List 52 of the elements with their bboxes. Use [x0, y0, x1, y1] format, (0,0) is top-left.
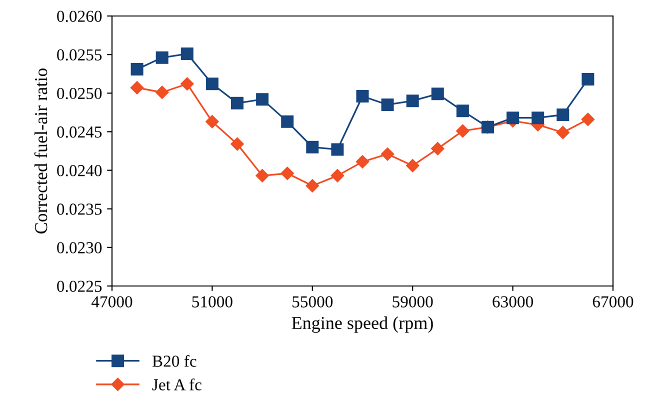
point — [180, 77, 194, 90]
point — [156, 86, 169, 99]
point — [206, 78, 218, 90]
y-tick-label: 0.0245 — [57, 126, 102, 138]
point — [230, 137, 244, 151]
x-tick-label: 63000 — [492, 296, 533, 308]
x-tick-label: 51000 — [192, 296, 232, 308]
x-tick-label: 59000 — [392, 296, 433, 308]
y-axis-title: Corrected fuel-air ratio — [34, 68, 48, 234]
x-tick-label: 55000 — [292, 296, 333, 308]
point — [456, 124, 470, 138]
point — [556, 108, 570, 121]
point — [306, 179, 319, 192]
point — [356, 90, 369, 102]
legend-label: B20 fc — [152, 354, 196, 367]
point — [306, 140, 319, 154]
point — [381, 98, 394, 111]
point — [581, 112, 595, 126]
point — [281, 115, 294, 128]
y-tick-label: 0.0250 — [57, 88, 102, 100]
point — [532, 112, 544, 124]
y-tick-label: 0.0235 — [57, 204, 102, 215]
y-tick-label: 0.0240 — [57, 164, 102, 176]
point — [380, 148, 394, 161]
point — [256, 169, 269, 182]
point — [431, 142, 444, 156]
x-tick-label: 67000 — [592, 296, 634, 308]
point — [231, 96, 244, 110]
legend-label: Jet A fc — [152, 378, 202, 390]
point — [406, 94, 419, 108]
point — [431, 88, 444, 100]
point — [406, 159, 420, 172]
point — [180, 48, 194, 60]
point — [456, 104, 469, 118]
point — [130, 81, 144, 94]
point — [156, 51, 168, 64]
y-tick-label: 0.0230 — [57, 242, 102, 254]
x-tick-label: 47000 — [91, 296, 132, 308]
x-axis-title: Engine speed (rpm) — [292, 316, 433, 333]
point — [256, 93, 269, 106]
point — [280, 166, 294, 180]
point — [556, 126, 570, 140]
point — [331, 143, 344, 156]
point — [206, 115, 219, 128]
point — [356, 155, 370, 168]
y-tick-label: 0.0255 — [57, 49, 102, 61]
y-tick-label: 0.0260 — [57, 10, 102, 22]
point — [330, 169, 344, 182]
point — [130, 62, 144, 76]
y-tick-label: 0.0225 — [57, 280, 102, 292]
point — [506, 112, 520, 124]
point — [582, 73, 594, 86]
